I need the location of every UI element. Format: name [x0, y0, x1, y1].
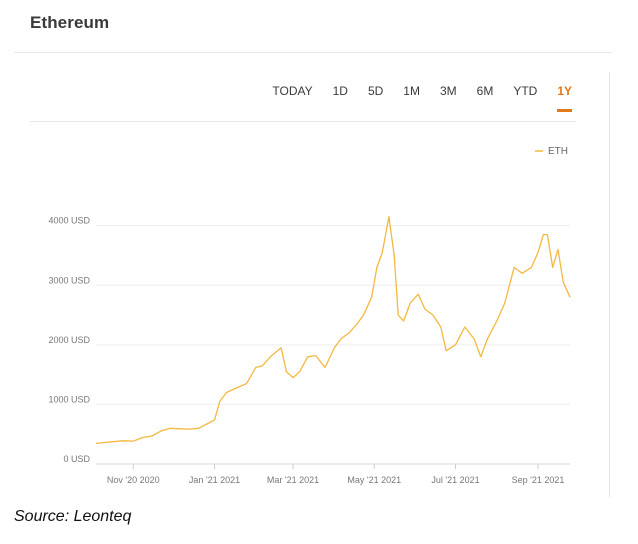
- y-tick-label: 2000 USD: [48, 335, 90, 345]
- y-tick-label: 3000 USD: [48, 275, 90, 285]
- tabs-divider: [30, 121, 576, 122]
- grid-lines: [96, 225, 570, 405]
- range-tabs: TODAY 1D 5D 1M 3M 6M YTD 1Y: [272, 84, 572, 112]
- tab-1m[interactable]: 1M: [403, 84, 420, 98]
- y-tick-label: 4000 USD: [48, 216, 90, 226]
- x-tick-label: Jul '21 2021: [431, 475, 479, 485]
- legend: ETH: [535, 146, 568, 157]
- x-tick-label: Mar '21 2021: [267, 475, 319, 485]
- tab-5d[interactable]: 5D: [367, 84, 384, 98]
- page-title: Ethereum: [30, 13, 110, 32]
- axes: 0 USD 1000 USD 2000 USD 3000 USD 4000 USD Nov…: [48, 216, 570, 485]
- tab-3m[interactable]: 3M: [439, 84, 457, 98]
- tab-1y[interactable]: 1Y: [557, 84, 572, 112]
- legend-label: ETH: [548, 146, 568, 157]
- y-tick-label: 0 USD: [63, 454, 90, 464]
- y-tick-label: 1000 USD: [48, 394, 90, 404]
- panel-border: [609, 72, 610, 497]
- x-tick-label: Jan '21 2021: [189, 475, 240, 485]
- tab-1d[interactable]: 1D: [332, 84, 348, 98]
- series-line-eth: [95, 216, 571, 445]
- x-tick-label: Nov '20 2020: [107, 475, 160, 485]
- tab-today[interactable]: TODAY: [272, 84, 313, 98]
- x-tick-label: May '21 2021: [347, 475, 401, 485]
- tab-6m[interactable]: 6M: [476, 84, 494, 98]
- source-note: Source: Leonteq: [14, 508, 132, 525]
- title-divider: [14, 52, 612, 53]
- series-layer: [95, 216, 571, 445]
- tab-ytd[interactable]: YTD: [513, 84, 538, 98]
- x-tick-label: Sep '21 2021: [512, 475, 565, 485]
